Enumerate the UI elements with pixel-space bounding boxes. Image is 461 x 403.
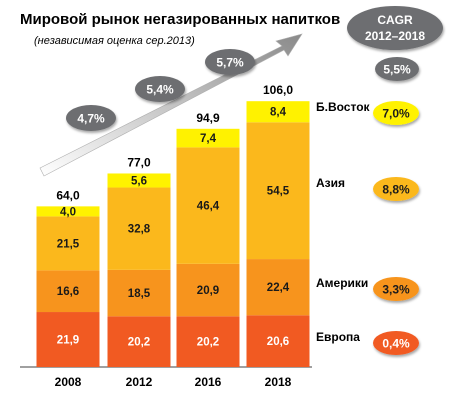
- bar-value-label: 5,6: [131, 176, 147, 188]
- cagr-pill-label: 8,8%: [382, 183, 410, 197]
- bar-total-label: 106,0: [263, 83, 293, 97]
- cagr-pill: 7,0%: [373, 101, 419, 125]
- bar-segment: [36, 216, 100, 271]
- x-tick-label: 2016: [195, 375, 222, 389]
- bar-value-label: 7,4: [200, 133, 217, 145]
- bar-value-label: 20,2: [128, 337, 150, 349]
- bar-segment: [176, 316, 240, 367]
- cagr-pill: 8,8%: [373, 177, 419, 201]
- bar-value-label: 21,9: [57, 335, 79, 347]
- x-tick-label: 2008: [55, 375, 82, 389]
- legend-label: Азия: [316, 176, 345, 190]
- bar-segment: [36, 312, 100, 367]
- bar-value-label: 20,9: [197, 285, 219, 297]
- growth-rate-pill-1: 4,7%: [66, 105, 116, 131]
- cagr-header: CAGR 2012–2018: [347, 6, 443, 50]
- bar-total-label: 94,9: [196, 111, 220, 125]
- bar-value-label: 46,4: [197, 201, 220, 213]
- bar-value-label: 32,8: [128, 224, 151, 236]
- bar-value-label: 4,0: [60, 206, 76, 218]
- cagr-pill-shape: [373, 177, 419, 201]
- x-tick-label: 2012: [126, 375, 153, 389]
- bars-group: 21,9 16,6 21,5 4,0 64,0 2008 20,2 18,5 32,8 5,6 77…: [36, 83, 310, 389]
- cagr-pill: 3,3%: [373, 277, 419, 301]
- chart-title: Мировой рынок негазированных напитков: [20, 11, 340, 28]
- cagr-total-pill: 5,5%: [375, 57, 419, 81]
- bar-segment: [36, 270, 100, 313]
- cagr-header-line2: 2012–2018: [365, 29, 425, 43]
- chart-subtitle: (независимая оценка сер.2013): [34, 35, 195, 47]
- bar-total-label: 64,0: [56, 188, 80, 202]
- legend-label: Б.Восток: [316, 100, 371, 114]
- bar-segment: [246, 259, 310, 316]
- bar-value-label: 20,6: [267, 336, 289, 348]
- cagr-total-label: 5,5%: [383, 63, 411, 77]
- bar-value-label: 54,5: [267, 186, 290, 198]
- bar-segment: [246, 315, 310, 367]
- growth-rate-label: 5,4%: [146, 83, 174, 97]
- cagr-pill: 0,4%: [373, 331, 419, 355]
- legend-group: Европа 0,4% Америки 3,3% Азия 8,8% Б.Восток 7,0…: [316, 100, 419, 355]
- growth-rate-pill-3: 5,7%: [205, 49, 255, 75]
- cagr-pill-label: 0,4%: [382, 337, 410, 351]
- cagr-pill-shape: [373, 331, 419, 355]
- bar-segment: [176, 128, 240, 148]
- growth-rate-pill-2: 5,4%: [135, 76, 185, 102]
- bar-value-label: 22,4: [267, 282, 290, 294]
- cagr-header-line1: CAGR: [377, 13, 413, 27]
- cagr-pill-shape: [373, 277, 419, 301]
- x-tick-label: 2018: [265, 375, 292, 389]
- bar-segment: [107, 269, 171, 317]
- bar-total-label: 77,0: [127, 155, 151, 169]
- bar-value-label: 21,5: [57, 238, 80, 250]
- cagr-pill-label: 3,3%: [382, 283, 410, 297]
- bar-segment: [176, 147, 240, 264]
- bar-value-label: 18,5: [128, 288, 151, 300]
- bar-value-label: 20,2: [197, 337, 219, 349]
- bar-segment: [176, 263, 240, 317]
- bar-value-label: 16,6: [57, 286, 79, 298]
- bar-segment: [246, 122, 310, 260]
- bar-segment: [36, 206, 100, 217]
- bar-value-label: 8,4: [270, 107, 287, 119]
- bar-segment: [107, 173, 171, 188]
- growth-rate-label: 4,7%: [77, 112, 105, 126]
- bar-segment: [107, 316, 171, 367]
- cagr-pill-shape: [373, 101, 419, 125]
- cagr-pill-label: 7,0%: [382, 107, 410, 121]
- bar-segment: [246, 101, 310, 123]
- growth-rate-label: 5,7%: [216, 56, 244, 70]
- bar-segment: [107, 187, 171, 270]
- legend-label: Америки: [316, 276, 368, 290]
- legend-label: Европа: [316, 330, 360, 344]
